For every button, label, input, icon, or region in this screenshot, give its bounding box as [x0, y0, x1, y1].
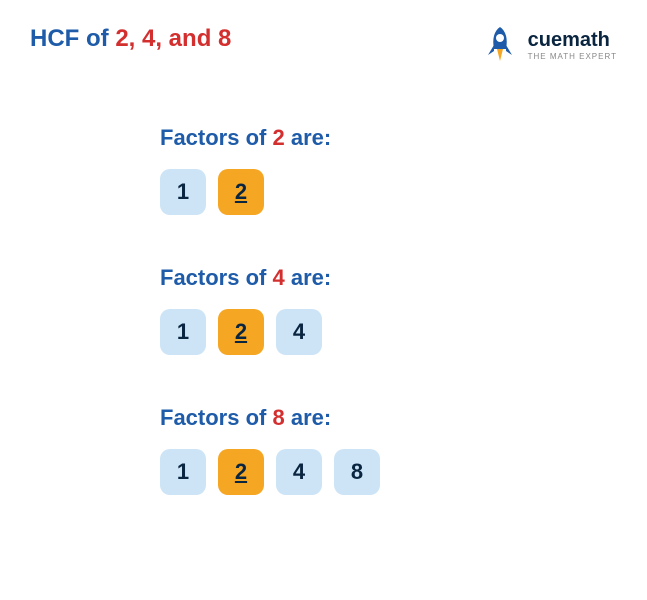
factor-tile-hcf: 2 — [218, 309, 264, 355]
factor-row: 12 — [160, 169, 617, 215]
brand-name: cuemath — [528, 29, 617, 52]
factor-row: 124 — [160, 309, 617, 355]
header: HCF of 2, 4, and 8 cuemath THE MATH EXPE… — [30, 25, 617, 65]
section-title-prefix: Factors of — [160, 125, 272, 150]
section-title: Factors of 4 are: — [160, 265, 617, 291]
logo: cuemath THE MATH EXPERT — [480, 25, 617, 65]
factor-tile-hcf: 2 — [218, 449, 264, 495]
section-title: Factors of 2 are: — [160, 125, 617, 151]
factor-section: Factors of 8 are:1248 — [160, 405, 617, 495]
section-title-prefix: Factors of — [160, 405, 272, 430]
title-prefix: HCF of — [30, 25, 115, 52]
factor-tile: 1 — [160, 449, 206, 495]
title-numbers: 2, 4, and 8 — [115, 25, 231, 52]
brand-cue: cue — [528, 29, 562, 51]
section-title-suffix: are: — [285, 125, 331, 150]
factor-section: Factors of 2 are:12 — [160, 125, 617, 215]
section-title-suffix: are: — [285, 405, 331, 430]
section-title-number: 4 — [272, 265, 284, 290]
brand-math: math — [562, 29, 610, 51]
brand: cuemath THE MATH EXPERT — [528, 29, 617, 61]
section-title-number: 8 — [272, 405, 284, 430]
factor-tile: 8 — [334, 449, 380, 495]
section-title-number: 2 — [272, 125, 284, 150]
page-title: HCF of 2, 4, and 8 — [30, 25, 231, 53]
sections-container: Factors of 2 are:12Factors of 4 are:124F… — [160, 125, 617, 495]
section-title-suffix: are: — [285, 265, 331, 290]
factor-tile: 4 — [276, 309, 322, 355]
factor-tile: 1 — [160, 309, 206, 355]
factor-tile: 4 — [276, 449, 322, 495]
section-title-prefix: Factors of — [160, 265, 272, 290]
factor-section: Factors of 4 are: 124 — [160, 265, 617, 355]
factor-tile-hcf: 2 — [218, 169, 264, 215]
section-title: Factors of 8 are: — [160, 405, 617, 431]
factor-tile: 1 — [160, 169, 206, 215]
brand-tagline: THE MATH EXPERT — [528, 52, 617, 61]
content: Factors of 2 are:12Factors of 4 are:124F… — [160, 125, 617, 495]
factor-row: 1248 — [160, 449, 617, 495]
rocket-icon — [480, 25, 520, 65]
